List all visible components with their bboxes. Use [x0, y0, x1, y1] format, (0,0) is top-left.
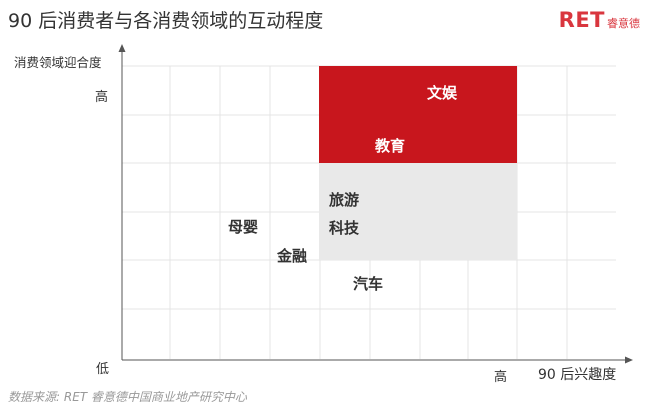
- high-region: [319, 66, 517, 163]
- y-axis-low-label: 低: [96, 362, 110, 377]
- y-axis-high-label: 高: [95, 90, 109, 105]
- label-qiche: 汽车: [353, 275, 383, 293]
- label-wenyu: 文娱: [427, 84, 458, 102]
- y-axis-label: 消费领域迎合度: [14, 55, 102, 70]
- label-keji: 科技: [329, 219, 360, 237]
- y-axis-arrow: [118, 44, 126, 52]
- label-jinrong: 金融: [276, 247, 307, 265]
- chart-title: 90 后消费者与各消费领域的互动程度: [8, 10, 324, 32]
- x-axis-high-label: 高: [494, 370, 508, 385]
- label-jiaoyu: 教育: [374, 137, 405, 155]
- label-lvyou: 旅游: [329, 191, 359, 209]
- regions: [319, 66, 517, 260]
- label-muying: 母婴: [228, 218, 258, 236]
- logo-text: 睿意德: [607, 17, 640, 30]
- medium-region: [319, 163, 517, 260]
- x-axis-label: 90 后兴趣度: [538, 367, 617, 383]
- logo-mark: RET: [558, 8, 605, 32]
- ret-logo: RET 睿意德: [559, 8, 640, 32]
- x-axis-arrow: [625, 356, 633, 364]
- axes: [118, 44, 633, 364]
- domain-labels: 文娱 教育 旅游 科技 母婴 金融 汽车: [228, 84, 458, 293]
- source-note: 数据来源: RET 睿意德中国商业地产研究中心: [8, 390, 247, 404]
